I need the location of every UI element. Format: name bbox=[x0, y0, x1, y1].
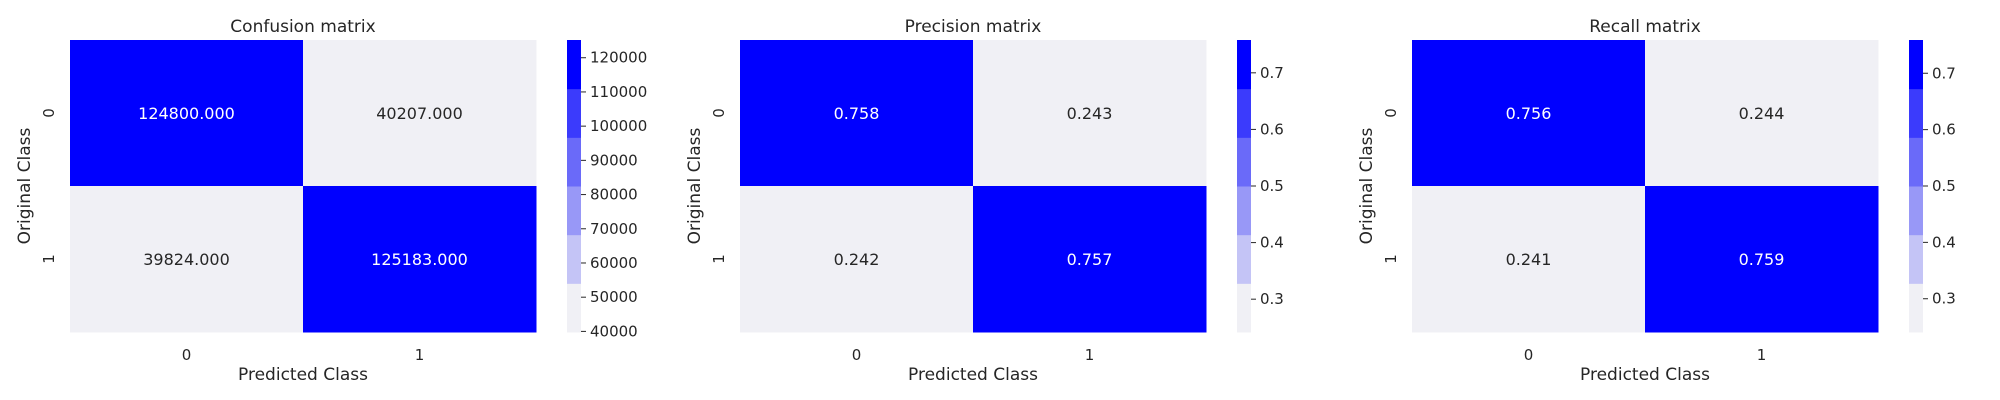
x-tick-label: 0 bbox=[182, 346, 192, 364]
chart-title: Precision matrix bbox=[905, 17, 1042, 37]
colorbar-band bbox=[1909, 234, 1923, 284]
colorbar-band bbox=[1237, 234, 1251, 284]
colorbar-band bbox=[1237, 40, 1251, 90]
y-axis-label: Original Class bbox=[685, 128, 705, 245]
colorbar-tick-label: 70000 bbox=[590, 220, 638, 238]
heatmap-cell bbox=[303, 186, 537, 333]
cell-value-label: 0.757 bbox=[1067, 250, 1113, 269]
heatmap-panel-1: Precision matrix 0.758 0.243 0.242 0.757 0 1 0 1… bbox=[685, 17, 1284, 385]
colorbar-tick-label: 0.7 bbox=[1260, 64, 1284, 82]
heatmap-cell bbox=[70, 40, 304, 187]
colorbar-tick-label: 80000 bbox=[590, 186, 638, 204]
y-axis-label: Original Class bbox=[15, 128, 35, 245]
colorbar-tick-label: 0.6 bbox=[1260, 120, 1284, 138]
cell-value-label: 40207.000 bbox=[376, 104, 463, 123]
x-tick-label: 0 bbox=[852, 346, 862, 364]
colorbar-band bbox=[1909, 40, 1923, 90]
x-tick-label: 0 bbox=[1524, 346, 1534, 364]
colorbar-band bbox=[567, 40, 581, 90]
colorbar-tick-label: 90000 bbox=[590, 151, 638, 169]
x-axis-label: Predicted Class bbox=[908, 365, 1038, 385]
colorbar-band bbox=[567, 283, 581, 333]
colorbar-tick-label: 120000 bbox=[590, 49, 647, 67]
colorbar-band bbox=[567, 137, 581, 187]
colorbar-tick-label: 0.6 bbox=[1932, 121, 1956, 139]
colorbar-band bbox=[1237, 88, 1251, 138]
heatmap-cell bbox=[70, 186, 304, 333]
heatmap-cell bbox=[1645, 40, 1879, 187]
chart-title: Confusion matrix bbox=[230, 17, 375, 37]
colorbar-band bbox=[567, 234, 581, 284]
colorbar-tick-label: 0.5 bbox=[1932, 177, 1956, 195]
colorbar-band bbox=[1909, 186, 1923, 236]
y-tick-label: 1 bbox=[40, 254, 58, 264]
chart-title: Recall matrix bbox=[1589, 17, 1701, 37]
x-tick-label: 1 bbox=[1757, 346, 1767, 364]
colorbar-tick-label: 60000 bbox=[590, 254, 638, 272]
colorbar-band bbox=[567, 186, 581, 236]
cell-value-label: 125183.000 bbox=[371, 250, 468, 269]
y-tick-label: 0 bbox=[1382, 108, 1400, 118]
heatmap-cell bbox=[973, 40, 1207, 187]
colorbar-tick-label: 110000 bbox=[590, 83, 647, 101]
colorbar-tick-label: 0.7 bbox=[1932, 64, 1956, 82]
cell-value-label: 39824.000 bbox=[143, 250, 230, 269]
y-tick-label: 1 bbox=[1382, 254, 1400, 264]
colorbar-band bbox=[1909, 283, 1923, 333]
colorbar-tick-label: 0.5 bbox=[1260, 177, 1284, 195]
colorbar-tick-label: 40000 bbox=[590, 322, 638, 340]
heatmap-cell bbox=[303, 40, 537, 187]
cell-value-label: 124800.000 bbox=[138, 104, 235, 123]
colorbar-tick-label: 100000 bbox=[590, 117, 647, 135]
heatmap-cell bbox=[1412, 40, 1646, 187]
heatmap-panel-2: Recall matrix 0.756 0.244 0.241 0.759 0 1 0 1 Pre… bbox=[1357, 17, 1956, 385]
heatmap-cell bbox=[740, 186, 974, 333]
cell-value-label: 0.756 bbox=[1506, 104, 1552, 123]
colorbar-band bbox=[1909, 137, 1923, 187]
colorbar-band bbox=[1909, 88, 1923, 138]
x-axis-label: Predicted Class bbox=[1580, 365, 1710, 385]
cell-value-label: 0.244 bbox=[1739, 104, 1785, 123]
x-axis-label: Predicted Class bbox=[238, 365, 368, 385]
heatmap-cell bbox=[1645, 186, 1879, 333]
heatmap-panel-0: Confusion matrix 124800.000 40207.000 39824… bbox=[15, 17, 647, 385]
x-tick-label: 1 bbox=[1085, 346, 1095, 364]
colorbar-tick-label: 0.4 bbox=[1932, 233, 1956, 251]
cell-value-label: 0.243 bbox=[1067, 104, 1113, 123]
colorbar-band bbox=[1237, 186, 1251, 236]
heatmap-cell bbox=[740, 40, 974, 187]
cell-value-label: 0.759 bbox=[1739, 250, 1785, 269]
cell-value-label: 0.242 bbox=[834, 250, 880, 269]
y-tick-label: 1 bbox=[710, 254, 728, 264]
y-axis-label: Original Class bbox=[1357, 128, 1377, 245]
colorbar-tick-label: 50000 bbox=[590, 288, 638, 306]
colorbar-band bbox=[567, 88, 581, 138]
colorbar-tick-label: 0.3 bbox=[1260, 290, 1284, 308]
heatmap-cell bbox=[1412, 186, 1646, 333]
colorbar-tick-label: 0.4 bbox=[1260, 234, 1284, 252]
y-tick-label: 0 bbox=[710, 108, 728, 118]
y-tick-label: 0 bbox=[40, 108, 58, 118]
heatmap-cell bbox=[973, 186, 1207, 333]
x-tick-label: 1 bbox=[415, 346, 425, 364]
colorbar-band bbox=[1237, 283, 1251, 333]
colorbar-band bbox=[1237, 137, 1251, 187]
cell-value-label: 0.758 bbox=[834, 104, 880, 123]
cell-value-label: 0.241 bbox=[1506, 250, 1552, 269]
colorbar-tick-label: 0.3 bbox=[1932, 290, 1956, 308]
